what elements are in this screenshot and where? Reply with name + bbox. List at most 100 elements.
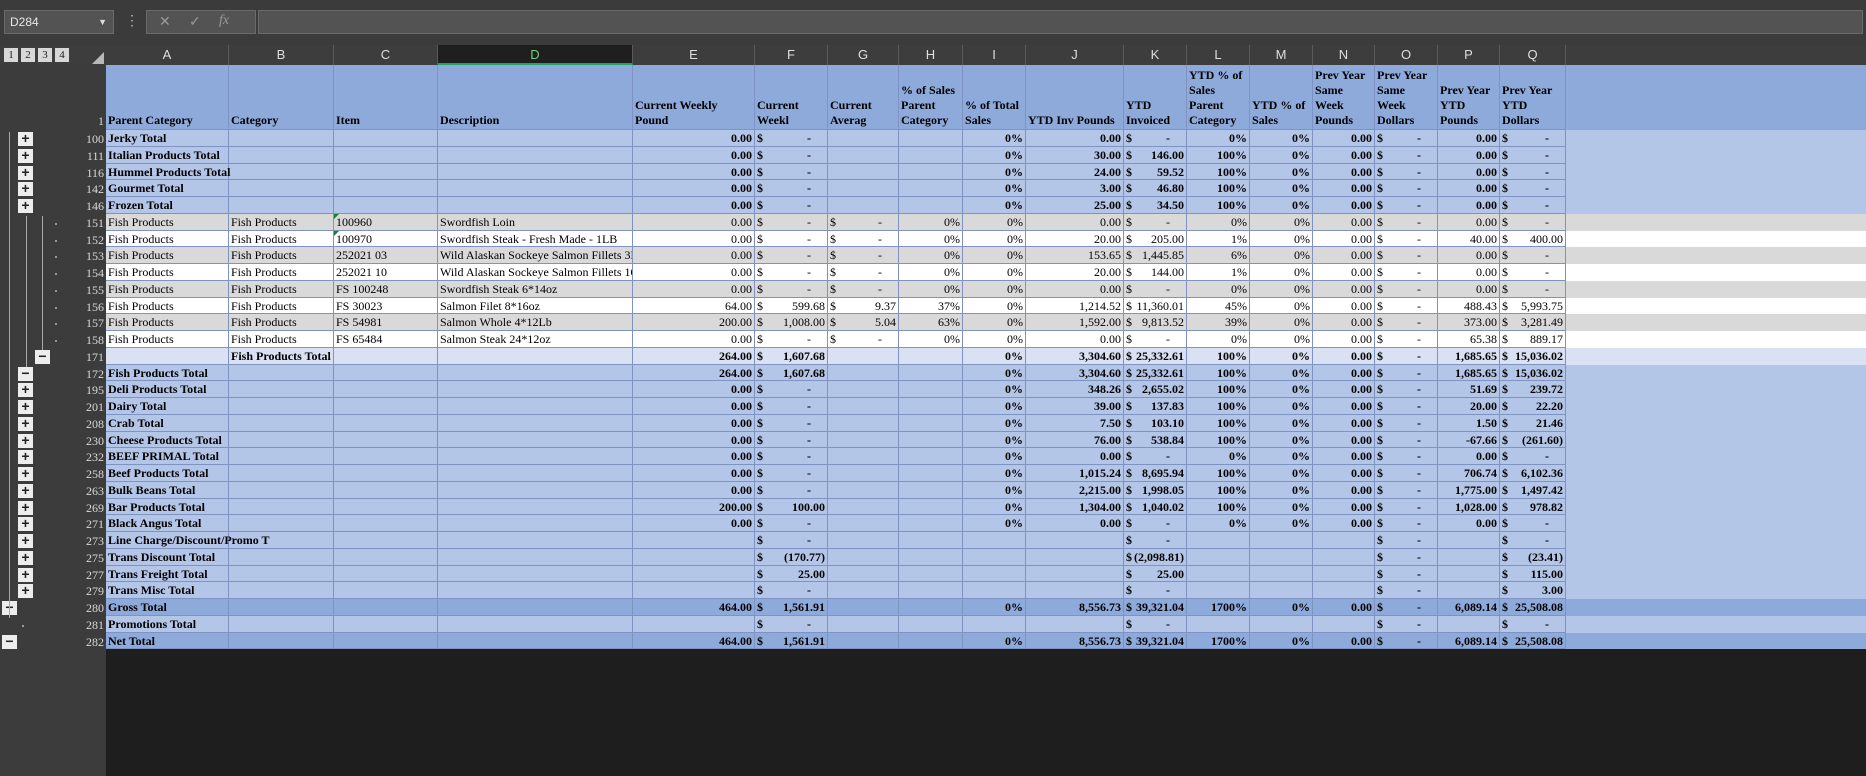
cell-q[interactable]: $ - <box>1500 615 1566 633</box>
row-number[interactable]: 111 <box>86 148 104 163</box>
cell-d[interactable] <box>438 515 633 532</box>
cell-i[interactable]: 0% <box>963 230 1026 248</box>
cell-k[interactable]: $ - <box>1124 532 1187 549</box>
row-number[interactable]: 146 <box>86 199 104 213</box>
column-header-a[interactable]: A <box>106 45 229 65</box>
cell-q[interactable]: $21.46 <box>1500 414 1566 432</box>
cell-m[interactable]: 0% <box>1250 264 1313 281</box>
cell-b[interactable]: Fish Products <box>229 314 334 331</box>
row-number[interactable]: 172 <box>86 366 104 381</box>
cell-b[interactable]: Fish Products <box>229 247 334 264</box>
cell-e[interactable]: 0.00 <box>633 414 755 432</box>
column-title-a[interactable]: Parent Category <box>106 65 229 130</box>
cell-q[interactable]: $ - <box>1500 146 1566 164</box>
expand-group-button[interactable]: + <box>18 148 33 163</box>
column-title-o[interactable]: Prev Year Same Week Dollars <box>1375 65 1438 130</box>
cell-a[interactable]: Fish Products Total <box>106 364 229 382</box>
column-header-h[interactable]: H <box>899 45 963 65</box>
cell-k[interactable]: $59.52 <box>1124 163 1187 181</box>
cell-j[interactable] <box>1026 565 1124 583</box>
cell-m[interactable]: 0% <box>1250 146 1313 164</box>
cell-n[interactable]: 0.00 <box>1313 398 1375 415</box>
cell-o[interactable]: $ - <box>1375 398 1438 415</box>
cell-h[interactable] <box>899 565 963 583</box>
cell-p[interactable]: 0.00 <box>1438 213 1500 231</box>
cell-q[interactable]: $22.20 <box>1500 398 1566 415</box>
cell-a[interactable]: Line Charge/Discount/Promo T <box>106 532 270 549</box>
cell-f[interactable]: $ - <box>755 448 828 465</box>
cell-g[interactable] <box>828 398 899 415</box>
cell-f[interactable]: $ (170.77) <box>755 548 828 566</box>
cell-i[interactable]: 0% <box>963 264 1026 281</box>
cell-b[interactable]: Fish Products <box>229 230 334 248</box>
column-title-q[interactable]: Prev Year YTD Dollars <box>1500 65 1566 130</box>
cell-p[interactable] <box>1438 582 1500 599</box>
cell-l[interactable]: 1% <box>1187 264 1250 281</box>
cell-n[interactable]: 0.00 <box>1313 364 1375 382</box>
cell-c[interactable] <box>334 381 438 398</box>
cell-n[interactable]: 0.00 <box>1313 498 1375 516</box>
cell-d[interactable]: Swordfish Steak 6*14oz <box>438 280 633 298</box>
cell-i[interactable]: 0% <box>963 498 1026 516</box>
cell-g[interactable]: $ - <box>828 331 899 348</box>
cell-a[interactable]: Trans Discount Total <box>106 548 229 566</box>
cell-i[interactable]: 0% <box>963 414 1026 432</box>
cell-n[interactable]: 0.00 <box>1313 381 1375 398</box>
cell-q[interactable]: $ - <box>1500 515 1566 532</box>
cell-m[interactable]: 0% <box>1250 414 1313 432</box>
cell-a[interactable]: Trans Freight Total <box>106 565 229 583</box>
row-number[interactable]: 142 <box>86 182 104 197</box>
cell-b[interactable]: Fish Products <box>229 297 334 315</box>
cell-l[interactable]: 0% <box>1187 213 1250 231</box>
cell-d[interactable]: Wild Alaskan Sockeye Salmon Fillets 3LB <box>438 247 633 264</box>
cell-f[interactable]: $ - <box>755 146 828 164</box>
cell-f[interactable]: $ - <box>755 130 828 147</box>
formula-input[interactable] <box>258 10 1863 34</box>
cell-c[interactable] <box>334 565 438 583</box>
cell-b[interactable]: Fish Products <box>229 264 334 281</box>
cell-c[interactable]: FS 54981 <box>334 314 438 331</box>
cell-m[interactable]: 0% <box>1250 448 1313 465</box>
cell-c[interactable] <box>334 180 438 197</box>
cell-e[interactable]: 0.00 <box>633 431 755 449</box>
cell-k[interactable]: $25,332.61 <box>1124 347 1187 365</box>
cell-p[interactable]: 6,089.14 <box>1438 599 1500 616</box>
cell-h[interactable] <box>899 146 963 164</box>
cell-n[interactable] <box>1313 615 1375 633</box>
cell-e[interactable]: 0.00 <box>633 465 755 482</box>
cell-i[interactable]: 0% <box>963 297 1026 315</box>
cell-m[interactable]: 0% <box>1250 431 1313 449</box>
cell-h[interactable] <box>899 548 963 566</box>
cell-n[interactable]: 0.00 <box>1313 264 1375 281</box>
column-title-p[interactable]: Prev Year YTD Pounds <box>1438 65 1500 130</box>
cell-h[interactable]: 63% <box>899 314 963 331</box>
cell-j[interactable]: 0.00 <box>1026 448 1124 465</box>
expand-group-button[interactable]: + <box>18 399 33 414</box>
cell-c[interactable] <box>334 431 438 449</box>
cell-i[interactable]: 0% <box>963 146 1026 164</box>
cell-a[interactable]: Bulk Beans Total <box>106 481 229 499</box>
cell-e[interactable]: 0.00 <box>633 398 755 415</box>
cell-q[interactable]: $ - <box>1500 163 1566 181</box>
cell-m[interactable]: 0% <box>1250 465 1313 482</box>
cell-l[interactable]: 0% <box>1187 515 1250 532</box>
cell-f[interactable]: $ - <box>755 481 828 499</box>
column-header-o[interactable]: O <box>1375 45 1438 65</box>
column-title-c[interactable]: Item <box>334 65 438 130</box>
cell-l[interactable]: 100% <box>1187 180 1250 197</box>
row-number[interactable]: 158 <box>86 333 104 347</box>
cell-n[interactable]: 0.00 <box>1313 280 1375 298</box>
cell-l[interactable] <box>1187 582 1250 599</box>
cell-j[interactable]: 25.00 <box>1026 197 1124 214</box>
cell-d[interactable] <box>438 448 633 465</box>
cell-o[interactable]: $ - <box>1375 532 1438 549</box>
cell-e[interactable]: 0.00 <box>633 264 755 281</box>
cell-h[interactable] <box>899 414 963 432</box>
cell-a[interactable]: Gross Total <box>106 599 229 616</box>
cell-j[interactable]: 1,015.24 <box>1026 465 1124 482</box>
cell-c[interactable] <box>334 599 438 616</box>
cell-i[interactable] <box>963 615 1026 633</box>
cell-a[interactable]: Jerky Total <box>106 130 229 147</box>
cell-p[interactable]: 1,775.00 <box>1438 481 1500 499</box>
cell-h[interactable] <box>899 582 963 599</box>
